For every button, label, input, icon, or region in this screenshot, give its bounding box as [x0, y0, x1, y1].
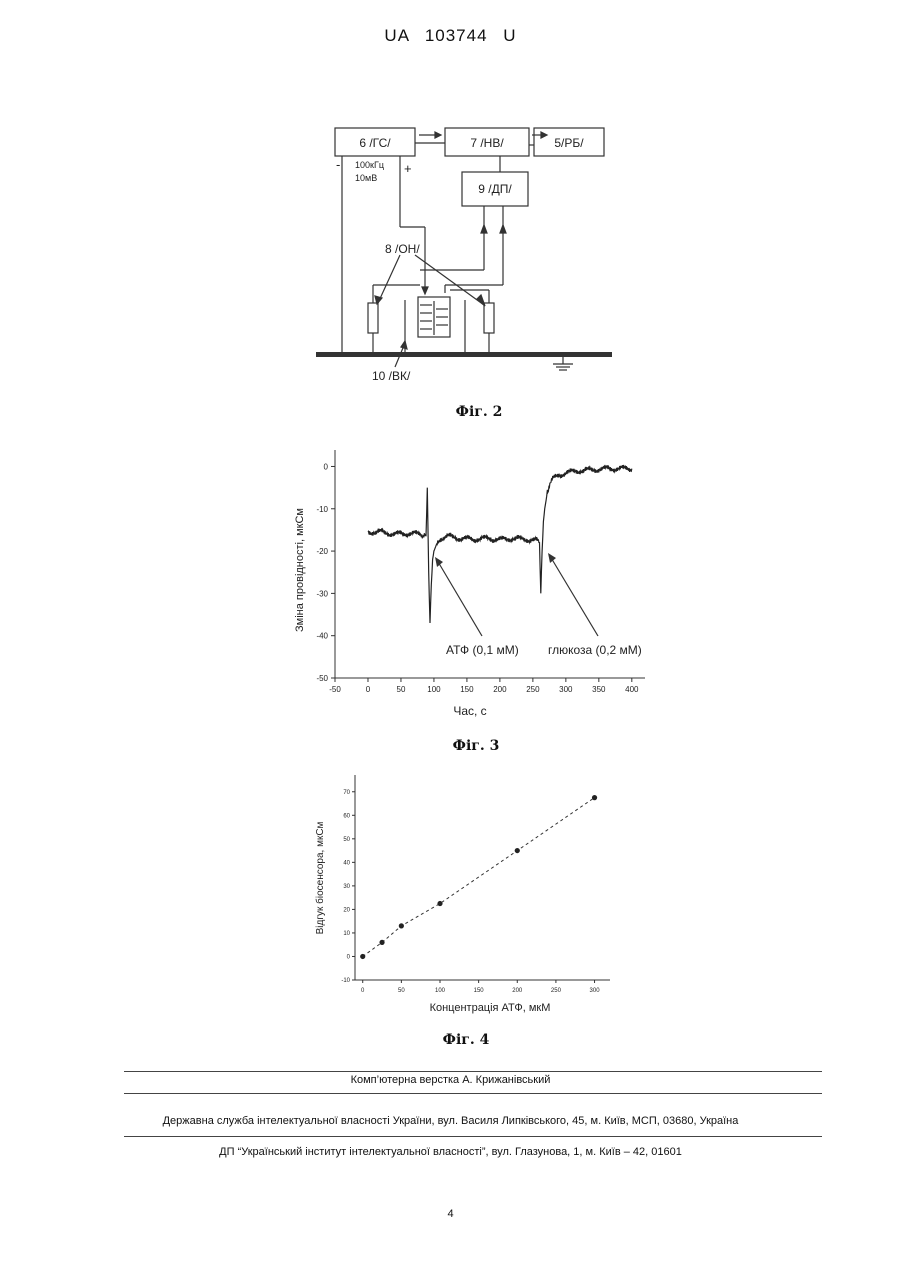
block-nv-label: 7 /НВ/: [470, 136, 504, 150]
fig4-ytick-label: 10: [343, 931, 350, 937]
fig4-ytick-label: 40: [343, 860, 350, 866]
fig4-data-point: [592, 795, 597, 800]
frequency-label: 100кГц: [355, 160, 384, 170]
block-gs-label: 6 /ГС/: [359, 136, 391, 150]
ground-bar: [316, 352, 612, 357]
fig4-ytick-label: -10: [341, 978, 350, 984]
fig3-xtick-label: 0: [366, 685, 371, 694]
fig3-xtick-label: -50: [329, 685, 341, 694]
fig4-caption: Фіг. 4: [366, 1032, 566, 1048]
fig4-chart: 0 50 100 150 200 250 300 -10 0 10 20 30 40 50 60 70 Кон…: [305, 770, 625, 1020]
fig4-ytick-label: 20: [343, 907, 350, 913]
fig4-xtick-label: 100: [435, 988, 446, 994]
voltage-label: 10мВ: [355, 173, 377, 183]
fig3-ytick-label: 0: [324, 462, 329, 471]
fig4-ytick-label: 50: [343, 837, 350, 843]
fig4-xtick-label: 50: [398, 988, 405, 994]
fig4-data-point: [515, 848, 520, 853]
fig3-xtick-label: 250: [526, 685, 540, 694]
fig4-ylabel: Відгук біосенсора, мкСм: [314, 821, 326, 934]
fig4-xtick-label: 200: [512, 988, 523, 994]
fig3-ytick-label: -20: [316, 547, 328, 556]
fig3-ytick-label: -10: [316, 505, 328, 514]
fig3-xtick-label: 100: [427, 685, 441, 694]
block-rb-label: 5/РБ/: [554, 136, 584, 150]
fig4-xtick-label: 250: [551, 988, 562, 994]
fig3-annotation-atp: АТФ (0,1 мМ): [446, 643, 519, 657]
fig4-data-point: [437, 901, 442, 906]
fig4-data-point: [399, 923, 404, 928]
fig3-xtick-label: 200: [493, 685, 507, 694]
fig3-ytick-label: -30: [316, 589, 328, 598]
footer-rule-top: [124, 1071, 822, 1072]
fig3-series-line: [368, 465, 632, 623]
fig4-data-point: [360, 954, 365, 959]
footer-rule-bottom: [124, 1136, 822, 1137]
footer-institute: ДП “Український інститут інтелектуальної…: [0, 1146, 901, 1158]
plus-sign: +: [404, 161, 412, 176]
fig3-xlabel: Час, с: [453, 704, 486, 718]
vk-label: 10 /ВК/: [372, 369, 411, 383]
fig3-caption: Фіг. 3: [376, 738, 576, 754]
fig4-trendline: [363, 798, 595, 957]
fig4-xlabel: Концентрація АТФ, мкМ: [430, 1002, 551, 1014]
fig2-caption: Фіг. 2: [379, 404, 579, 420]
fig4-ytick-label: 0: [347, 954, 351, 960]
fig4-ytick-label: 70: [343, 790, 350, 796]
fig3-ylabel: Зміна провідності, мкСм: [294, 508, 306, 632]
patent-number: UA 103744 U: [0, 26, 901, 46]
fig3-xtick-label: 350: [592, 685, 606, 694]
fig3-annotation-glucose: глюкоза (0,2 мМ): [548, 643, 642, 657]
fig4-data-point: [379, 940, 384, 945]
footer-agency: Державна служба інтелектуальної власност…: [0, 1115, 901, 1127]
fig3-chart: -50 0 50 100 150 200 250 300 350 400 0 -10 -20 -30 -40…: [280, 440, 660, 725]
fig4-xtick-label: 150: [474, 988, 485, 994]
on-label: 8 /ОН/: [385, 242, 420, 256]
fig4-xtick-label: 0: [361, 988, 365, 994]
fig4-ytick-label: 30: [343, 884, 350, 890]
fig3-xtick-label: 150: [460, 685, 474, 694]
fig3-ytick-label: -50: [316, 674, 328, 683]
fig3-xtick-label: 400: [625, 685, 639, 694]
fig2-block-diagram: 6 /ГС/ 7 /НВ/ 5/РБ/ 9 /ДП/ - + 100кГц 10…: [300, 115, 630, 395]
page-number: 4: [0, 1208, 901, 1220]
fig4-xtick-label: 300: [590, 988, 601, 994]
footer-rule-mid: [124, 1093, 822, 1094]
footer-typesetting: Комп’ютерна верстка А. Крижанівський: [0, 1074, 901, 1086]
block-dp-label: 9 /ДП/: [478, 182, 512, 196]
fig3-xtick-label: 300: [559, 685, 573, 694]
minus-sign: -: [336, 157, 340, 172]
fig4-ytick-label: 60: [343, 813, 350, 819]
fig3-xtick-label: 50: [397, 685, 406, 694]
fig3-ytick-label: -40: [316, 632, 328, 641]
